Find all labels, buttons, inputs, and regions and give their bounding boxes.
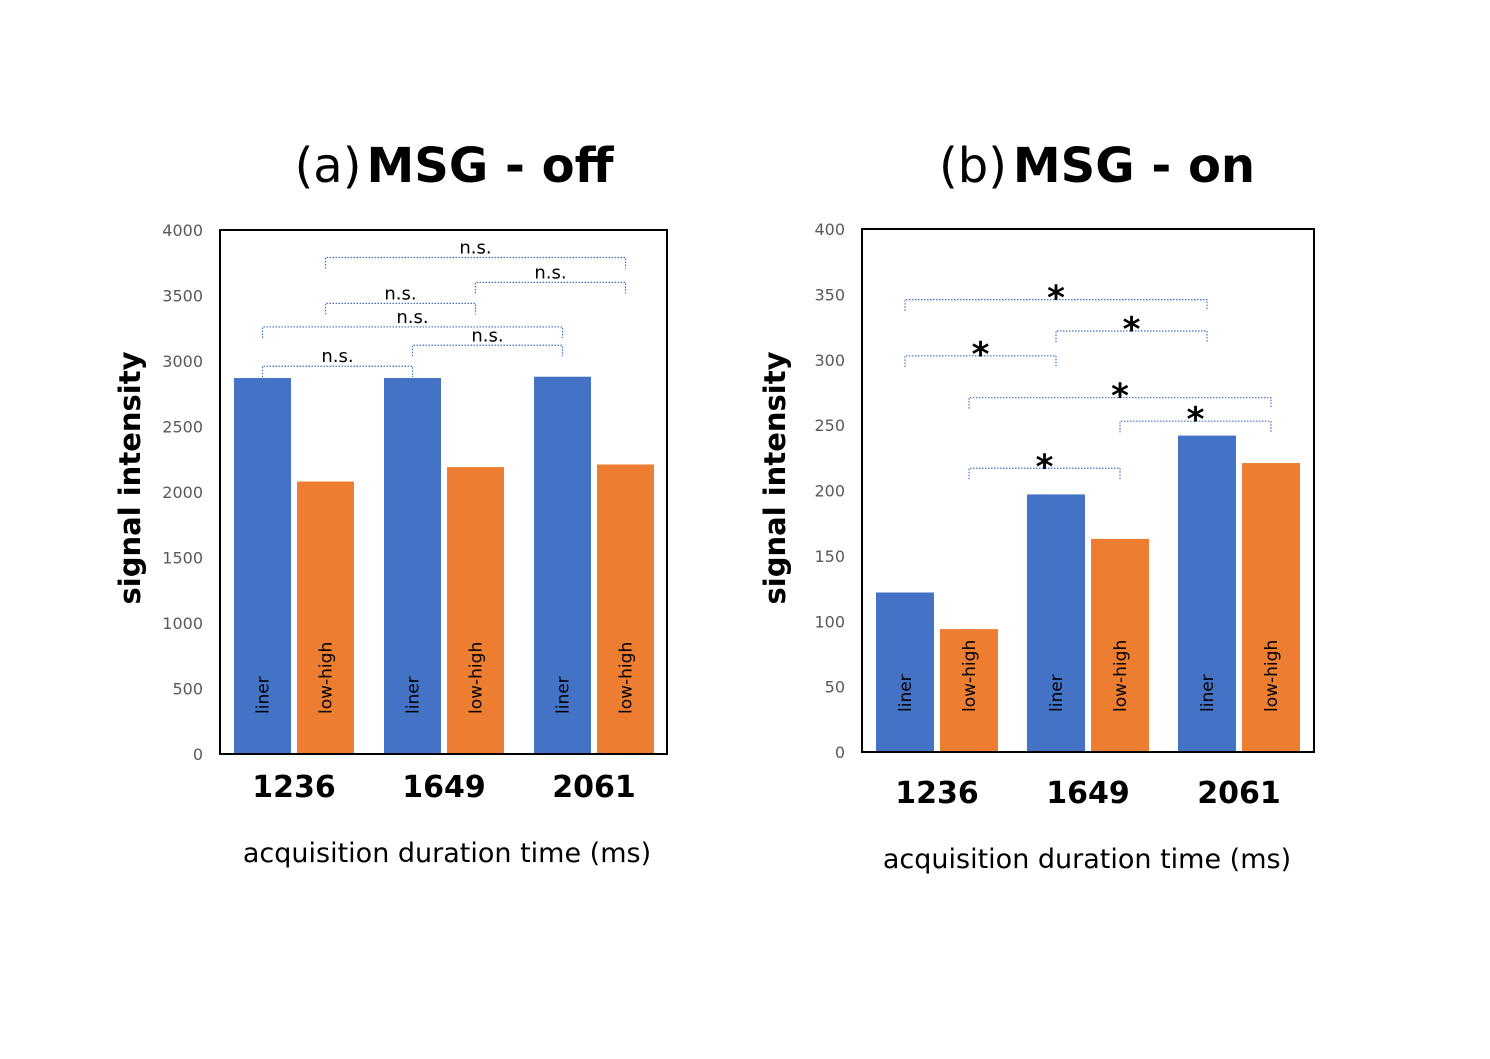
panel-b-x-category-label: 2061 [1197, 776, 1281, 811]
panel-b-bar-low-high-1236 [940, 629, 998, 752]
panel-a-title: MSG - off [367, 138, 615, 194]
panel-a-x-category-label: 1236 [252, 770, 336, 805]
panel-b-y-tick-label: 400 [814, 220, 845, 239]
panel-b-y-tick-label: 350 [814, 285, 845, 304]
panel-a-bar-series-label: liner [254, 676, 274, 714]
panel-b-bar-liner-1649 [1027, 494, 1085, 752]
panel-a: (a) MSG - off signal intensity acquisiti… [113, 138, 668, 869]
panel-a-bar-series-label: liner [554, 676, 574, 714]
panel-a-bar-low-high-1649 [447, 467, 504, 754]
panel-b-comparison-label: * [1187, 400, 1205, 440]
panel-a-y-tick-label: 2500 [162, 418, 203, 437]
panel-b-bar-series-label: liner [1047, 674, 1067, 712]
panel-b-y-tick-label: 150 [814, 547, 845, 566]
panel-b-bar-liner-1236 [876, 592, 934, 752]
panel-a-y-tick-label: 500 [172, 680, 203, 699]
panel-a-bar-series-label: low-high [467, 642, 487, 714]
panel-b-y-axis-label: signal intensity [758, 351, 792, 604]
panel-b-bar-series-label: liner [1198, 674, 1218, 712]
panel-a-bar-series-label: low-high [317, 642, 337, 714]
panel-a-comparison-bracket [474, 281, 627, 294]
panel-b-comparison-label: * [1036, 447, 1054, 487]
panel-a-comparison-label: n.s. [459, 238, 491, 259]
panel-b-y-tick-label: 250 [814, 416, 845, 435]
panel-a-y-axis-label: signal intensity [113, 351, 147, 604]
panel-b-y-tick-label: 100 [814, 612, 845, 631]
panel-a-x-category-label: 1649 [402, 770, 486, 805]
panel-a-bar-low-high-2061 [597, 464, 654, 754]
panel-a-comparison-label: n.s. [396, 307, 428, 328]
panel-b: (b) MSG - on signal intensity acquisitio… [758, 138, 1315, 875]
panel-a-comparison-bracket [261, 326, 564, 338]
panel-b-bar-series-label: low-high [1111, 640, 1131, 712]
panel-b-x-category-label: 1649 [1046, 776, 1130, 811]
panel-a-bar-series-label: low-high [617, 642, 637, 714]
panel-a-y-tick-label: 3000 [162, 352, 203, 371]
panel-a-bar-liner-1236 [234, 378, 291, 754]
panel-a-bar-liner-2061 [534, 376, 591, 754]
panel-a-y-tick-label: 1500 [162, 549, 203, 568]
panel-b-comparison-label: * [972, 335, 990, 375]
panel-b-comparison-bracket [968, 397, 1272, 409]
panel-b-plot-frame [861, 228, 1315, 753]
panel-a-bar-liner-1649 [384, 378, 441, 754]
panel-a-label: (a) [295, 138, 362, 194]
panel-a-bar-low-high-1236 [297, 481, 354, 754]
panel-a-y-tick-label: 0 [193, 745, 203, 764]
panel-a-y-tick-label: 1000 [162, 614, 203, 633]
panel-b-bar-series-label: low-high [1262, 640, 1282, 712]
panel-b-bar-series-label: liner [896, 674, 916, 712]
panel-b-label: (b) [939, 138, 1007, 194]
panel-a-y-tick-label: 2000 [162, 483, 203, 502]
panel-a-comparison-bracket [324, 302, 477, 315]
panel-a-y-tick-label: 4000 [162, 221, 203, 240]
panel-a-comparison-label: n.s. [384, 283, 416, 304]
panel-a-comparison-bracket [261, 365, 414, 378]
panel-a-y-tick-label: 3500 [162, 287, 203, 306]
panel-a-comparison-label: n.s. [471, 325, 503, 346]
panel-a-comparison-bracket [324, 256, 627, 269]
panel-a-comparison-bracket [411, 344, 564, 357]
panel-a-x-axis-label: acquisition duration time (ms) [243, 838, 651, 869]
panel-b-x-axis-label: acquisition duration time (ms) [883, 844, 1291, 875]
panel-b-bar-liner-2061 [1178, 435, 1236, 752]
panel-b-y-tick-label: 50 [825, 678, 845, 697]
panel-b-comparison-bracket [904, 299, 1208, 311]
panel-b-title: MSG - on [1013, 138, 1255, 194]
panel-b-comparison-label: * [1047, 279, 1065, 319]
panel-b-y-tick-label: 300 [814, 351, 845, 370]
panel-b-bar-low-high-1649 [1091, 538, 1149, 752]
panel-a-comparison-label: n.s. [534, 262, 566, 283]
panel-b-comparison-label: * [1111, 377, 1129, 417]
panel-a-plot-frame [219, 229, 668, 755]
panel-b-plot: 0 50 100 150 200 250 300 350 400 liner liner liner l… [814, 220, 1300, 811]
panel-a-bar-series-label: liner [404, 676, 424, 714]
panel-b-y-tick-label: 0 [835, 743, 845, 762]
panel-b-x-category-label: 1236 [895, 776, 979, 811]
panel-b-comparison-label: * [1123, 310, 1141, 350]
panel-b-y-tick-label: 200 [814, 482, 845, 501]
panel-a-plot: 0 500 1000 1500 2000 2500 3000 3500 4000 liner lin… [162, 221, 654, 805]
panel-a-comparison-label: n.s. [321, 346, 353, 367]
panel-b-bar-series-label: low-high [960, 640, 980, 712]
panel-b-bar-low-high-2061 [1242, 463, 1300, 752]
panel-a-x-category-label: 2061 [552, 770, 636, 805]
